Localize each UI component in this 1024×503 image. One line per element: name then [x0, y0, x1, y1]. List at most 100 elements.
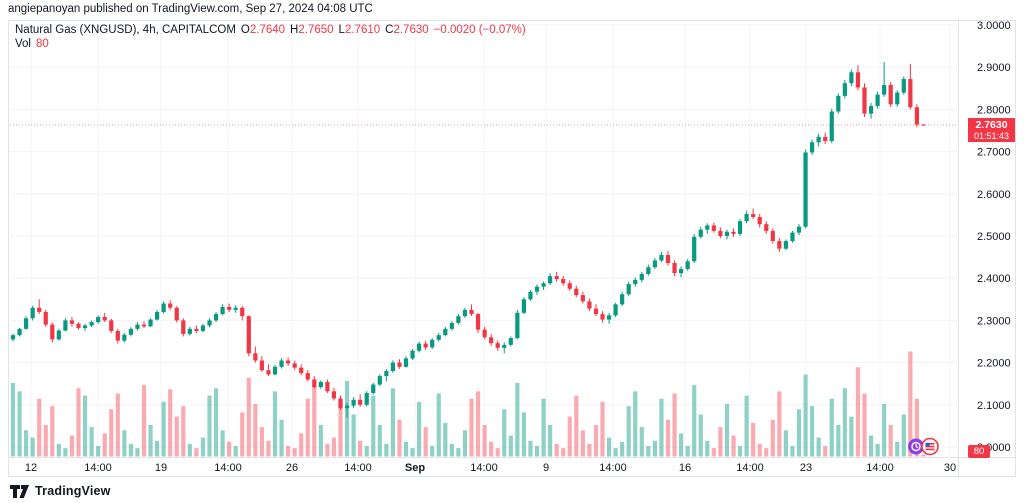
- candle[interactable]: [299, 364, 304, 376]
- candle[interactable]: [187, 326, 192, 336]
- candle[interactable]: [253, 346, 258, 363]
- candle[interactable]: [482, 326, 487, 340]
- candle[interactable]: [69, 317, 75, 327]
- candle[interactable]: [50, 322, 55, 343]
- volume-bar[interactable]: [240, 412, 245, 457]
- tradingview-wordmark[interactable]: TradingView: [35, 484, 111, 498]
- candle[interactable]: [24, 316, 29, 330]
- candle[interactable]: [574, 285, 579, 298]
- volume-bar[interactable]: [534, 446, 540, 457]
- candle[interactable]: [626, 281, 631, 296]
- volume-bar[interactable]: [790, 446, 795, 457]
- tradingview-logo-icon[interactable]: [10, 484, 29, 498]
- volume-bar[interactable]: [462, 430, 468, 457]
- chart-canvas[interactable]: 3.0000 2.9000 2.8000 2.7000 2.6000 2.5000 2.40…: [9, 21, 1015, 476]
- volume-bar[interactable]: [351, 414, 356, 457]
- candle[interactable]: [548, 273, 553, 285]
- candle[interactable]: [816, 133, 821, 147]
- volume-bar[interactable]: [489, 441, 494, 457]
- volume-bar[interactable]: [515, 383, 520, 457]
- candle[interactable]: [397, 359, 402, 369]
- event-markers[interactable]: [904, 437, 948, 456]
- volume-bar[interactable]: [227, 441, 232, 457]
- volume-bar[interactable]: [128, 443, 133, 457]
- volume-bar[interactable]: [358, 440, 363, 457]
- candle[interactable]: [921, 124, 926, 126]
- volume-bar[interactable]: [410, 448, 415, 457]
- candle[interactable]: [233, 305, 238, 313]
- volume-bar[interactable]: [757, 443, 762, 457]
- candle[interactable]: [633, 277, 638, 287]
- candle[interactable]: [168, 300, 173, 310]
- candle[interactable]: [836, 93, 841, 114]
- candle[interactable]: [377, 374, 382, 387]
- volume-bar[interactable]: [810, 406, 815, 457]
- candle[interactable]: [30, 305, 35, 321]
- volume-bar[interactable]: [456, 448, 461, 457]
- candle[interactable]: [868, 103, 874, 119]
- volume-bar[interactable]: [423, 427, 428, 457]
- volume-bar[interactable]: [449, 443, 454, 457]
- chart-widget[interactable]: 3.0000 2.9000 2.8000 2.7000 2.6000 2.5000 2.40…: [8, 20, 1016, 477]
- candle[interactable]: [338, 395, 343, 410]
- candle[interactable]: [122, 333, 127, 343]
- volume-bar[interactable]: [56, 443, 61, 457]
- candle[interactable]: [895, 90, 900, 107]
- volume-bar[interactable]: [331, 437, 337, 457]
- candle[interactable]: [325, 379, 330, 393]
- candle[interactable]: [102, 312, 107, 323]
- volume-bar[interactable]: [672, 393, 677, 457]
- volume-bar[interactable]: [168, 389, 173, 457]
- candle[interactable]: [823, 132, 828, 145]
- candle[interactable]: [436, 333, 441, 342]
- candle[interactable]: [312, 376, 317, 389]
- volume-bar[interactable]: [384, 443, 389, 457]
- candle[interactable]: [908, 63, 913, 110]
- volume-bar[interactable]: [122, 430, 127, 457]
- candle[interactable]: [790, 230, 795, 243]
- candle[interactable]: [711, 222, 716, 233]
- volume-bar[interactable]: [305, 398, 310, 457]
- candle[interactable]: [561, 276, 566, 286]
- volume-bar[interactable]: [161, 401, 166, 457]
- volume-bar[interactable]: [888, 425, 893, 457]
- volume-bar[interactable]: [17, 391, 22, 457]
- volume-bar[interactable]: [148, 425, 153, 457]
- volume-bar[interactable]: [796, 409, 802, 457]
- candle[interactable]: [672, 260, 677, 277]
- candle[interactable]: [862, 83, 867, 117]
- volume-bar[interactable]: [135, 448, 140, 457]
- volume-bar[interactable]: [803, 374, 808, 457]
- volume-bar[interactable]: [390, 388, 395, 457]
- candle[interactable]: [155, 309, 160, 321]
- candle[interactable]: [508, 336, 513, 347]
- candle[interactable]: [266, 364, 271, 377]
- volume-bar[interactable]: [213, 388, 219, 457]
- volume-bar[interactable]: [69, 435, 75, 457]
- volume-bar[interactable]: [698, 414, 703, 457]
- candle[interactable]: [724, 229, 730, 240]
- candle[interactable]: [744, 210, 749, 224]
- candle[interactable]: [593, 304, 599, 317]
- volume-bar[interactable]: [600, 401, 605, 457]
- volume-bar[interactable]: [705, 440, 710, 457]
- volume-bar[interactable]: [855, 367, 861, 457]
- volume-bar[interactable]: [914, 398, 919, 457]
- volume-bar[interactable]: [731, 435, 736, 457]
- volume-bar[interactable]: [639, 427, 644, 457]
- candle[interactable]: [161, 301, 166, 314]
- candle[interactable]: [620, 291, 625, 307]
- volume-bar[interactable]: [436, 393, 441, 457]
- candle[interactable]: [96, 315, 101, 324]
- volume-bar[interactable]: [482, 425, 487, 457]
- candle[interactable]: [423, 340, 428, 350]
- volume-bar[interactable]: [724, 404, 730, 457]
- volume-bar[interactable]: [580, 430, 585, 457]
- candle[interactable]: [141, 321, 147, 328]
- volume-bar[interactable]: [849, 416, 854, 457]
- volume-bar[interactable]: [115, 393, 120, 457]
- candle[interactable]: [842, 79, 847, 99]
- candle[interactable]: [37, 299, 42, 315]
- volume-bar[interactable]: [43, 425, 48, 457]
- volume-bar[interactable]: [685, 446, 690, 457]
